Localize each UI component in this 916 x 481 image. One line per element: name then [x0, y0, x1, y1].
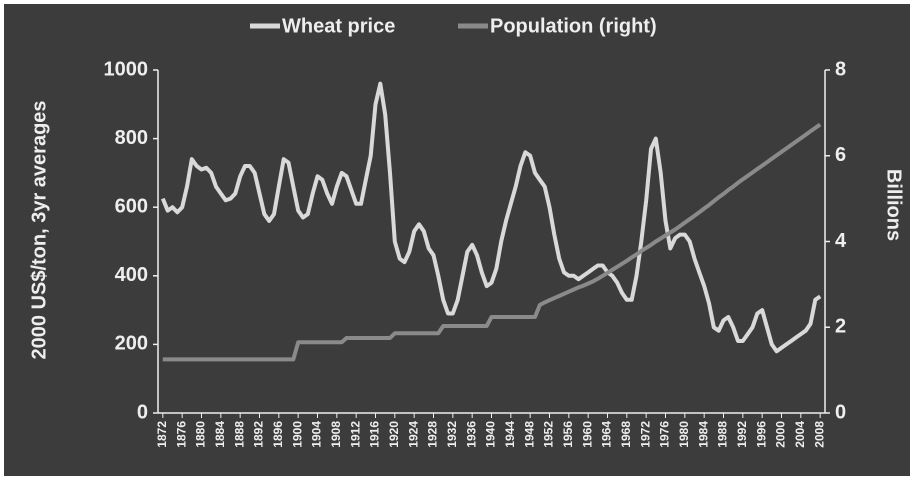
x-tick-label: 1960: [580, 421, 594, 448]
x-tick-label: 1884: [213, 421, 227, 448]
y2-tick-label: 8: [835, 58, 846, 80]
x-tick-label: 1984: [696, 421, 710, 448]
x-tick-label: 1880: [194, 421, 208, 448]
x-tick-label: 1924: [406, 421, 420, 448]
x-tick-label: 1928: [426, 421, 440, 448]
x-tick-label: 1952: [542, 421, 556, 448]
x-tick-label: 1996: [754, 421, 768, 448]
y-tick-label: 200: [115, 333, 148, 355]
x-tick-label: 1932: [445, 421, 459, 448]
x-tick-label: 1964: [600, 421, 614, 448]
background: [4, 4, 910, 476]
x-tick-label: 1916: [368, 421, 382, 448]
x-tick-label: 1892: [252, 421, 266, 448]
x-tick-label: 1968: [619, 421, 633, 448]
legend-label: Wheat price: [282, 15, 395, 37]
x-tick-label: 1912: [348, 421, 362, 448]
y2-axis-label: Billions: [883, 169, 905, 241]
x-tick-label: 1908: [329, 421, 343, 448]
x-tick-label: 1904: [310, 421, 324, 448]
x-tick-label: 1888: [232, 421, 246, 448]
y-tick-label: 400: [115, 264, 148, 286]
y-tick-label: 0: [137, 401, 148, 423]
x-tick-label: 1876: [174, 421, 188, 448]
x-tick-label: 1940: [484, 421, 498, 448]
x-tick-label: 1936: [464, 421, 478, 448]
y-tick-label: 1000: [104, 58, 149, 80]
x-tick-label: 1896: [271, 421, 285, 448]
x-tick-label: 1872: [155, 421, 169, 448]
x-tick-label: 2000: [774, 421, 788, 448]
series-line: [160, 81, 822, 354]
x-tick-label: 1988: [716, 421, 730, 448]
y-tick-label: 600: [115, 195, 148, 217]
x-tick-label: 1972: [638, 421, 652, 448]
y2-tick-label: 0: [835, 401, 846, 423]
series-line: [162, 122, 822, 362]
x-tick-label: 1948: [522, 421, 536, 448]
x-tick-label: 2008: [812, 421, 826, 448]
x-tick-label: 2004: [793, 421, 807, 448]
y2-tick-label: 6: [835, 144, 846, 166]
y-axis-label: 2000 US$/ton, 3yr averages: [28, 100, 50, 359]
y2-tick-label: 2: [835, 316, 846, 338]
y-tick-label: 800: [115, 127, 148, 149]
x-tick-label: 1992: [735, 421, 749, 448]
x-tick-label: 1900: [290, 421, 304, 448]
x-tick-label: 1976: [658, 421, 672, 448]
x-tick-label: 1980: [677, 421, 691, 448]
x-tick-label: 1956: [561, 421, 575, 448]
x-tick-label: 1944: [503, 421, 517, 448]
legend-label: Population (right): [490, 15, 657, 37]
y2-tick-label: 4: [835, 230, 847, 252]
x-tick-label: 1920: [387, 421, 401, 448]
